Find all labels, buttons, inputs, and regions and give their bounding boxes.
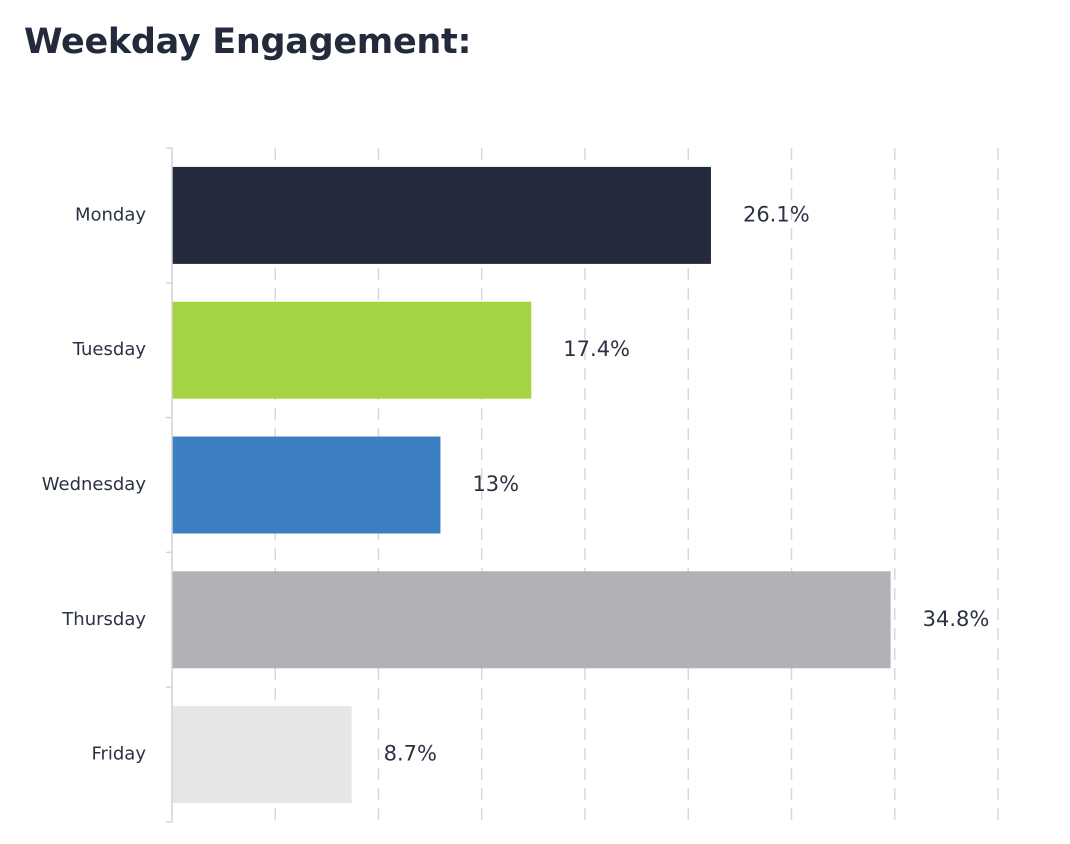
category-label: Tuesday: [72, 339, 147, 360]
bar-monday: [172, 166, 711, 264]
value-label: 13%: [472, 472, 519, 496]
y-axis: [166, 147, 173, 823]
bar-friday: [172, 706, 352, 804]
bar-wednesday: [172, 436, 441, 534]
value-label: 8.7%: [384, 742, 437, 766]
labels: Monday 26.1% Tuesday 17.4% Wednesday 13% Thurs…: [42, 202, 990, 765]
category-label: Monday: [75, 204, 146, 225]
category-label: Wednesday: [42, 474, 147, 495]
value-label: 17.4%: [563, 337, 630, 361]
bars: [172, 166, 891, 804]
bar-thursday: [172, 571, 891, 669]
value-label: 26.1%: [743, 202, 810, 226]
bar-tuesday: [172, 301, 532, 399]
chart-title: Weekday Engagement:: [24, 22, 472, 62]
category-label: Friday: [91, 744, 146, 765]
value-label: 34.8%: [923, 607, 990, 631]
category-label: Thursday: [61, 609, 146, 630]
